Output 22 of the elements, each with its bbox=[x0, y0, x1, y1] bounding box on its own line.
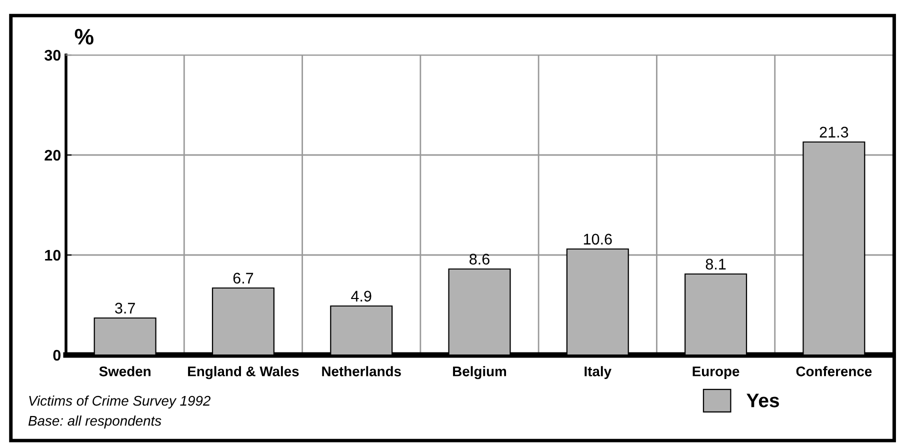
x-tick-label: Italy bbox=[584, 366, 612, 380]
x-tick-label: Europe bbox=[692, 366, 740, 380]
data-label: 6.7 bbox=[233, 272, 254, 284]
data-label: 21.3 bbox=[820, 126, 848, 138]
y-tick-label: 30 bbox=[44, 50, 61, 61]
y-tick-label: 20 bbox=[44, 150, 61, 161]
y-tick-label: 0 bbox=[53, 350, 61, 361]
y-axis-title: % bbox=[74, 28, 94, 45]
y-tick-label: 10 bbox=[45, 250, 61, 261]
data-label: 8.6 bbox=[470, 254, 490, 265]
x-tick-label: Netherlands bbox=[322, 366, 401, 376]
data-label: 4.9 bbox=[351, 290, 372, 302]
x-tick-label: Conference bbox=[796, 366, 872, 376]
text: Base: all respondents bbox=[28, 416, 162, 428]
x-tick-label: Belgium bbox=[453, 366, 506, 380]
data-label: 3.7 bbox=[115, 302, 135, 314]
legend-label: Yes bbox=[746, 394, 779, 408]
text: Victims of Crime Survey 1992 bbox=[29, 396, 210, 408]
x-tick-label: Sweden bbox=[99, 366, 150, 376]
data-label: 10.6 bbox=[584, 234, 612, 245]
data-label: 8.1 bbox=[706, 258, 726, 270]
x-tick-label: England & Wales bbox=[188, 366, 299, 380]
